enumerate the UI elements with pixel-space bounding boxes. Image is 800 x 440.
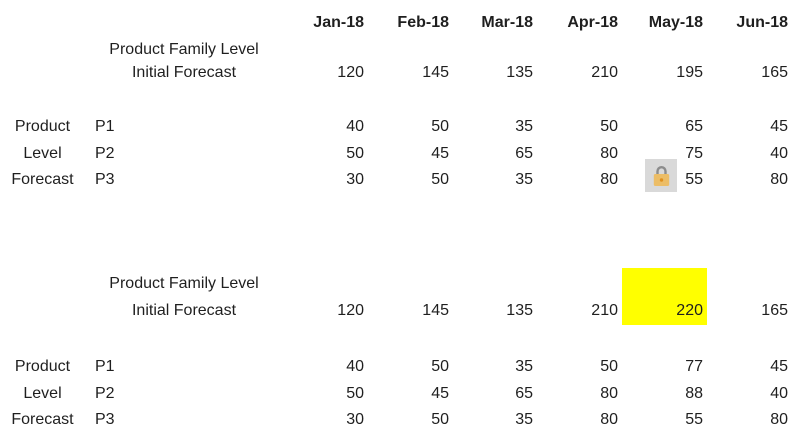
table-row: Forecast P3 30 50 35 80 55 80 — [0, 166, 800, 193]
forecast-cell[interactable]: 65 — [515, 384, 533, 402]
forecast-cell[interactable]: 65 — [685, 117, 703, 135]
forecast-cell[interactable]: 35 — [515, 117, 533, 135]
forecast-cell[interactable]: 165 — [761, 63, 788, 81]
product-label: P2 — [95, 144, 115, 162]
group-label: Product — [14, 117, 71, 135]
forecast-cell[interactable]: 75 — [685, 144, 703, 162]
month-header: Jun-18 — [736, 13, 788, 31]
forecast-cell[interactable]: 50 — [346, 144, 364, 162]
forecast-cell[interactable]: 30 — [346, 170, 364, 188]
product-label: P3 — [95, 410, 115, 428]
forecast-cell-highlighted[interactable]: 220 — [676, 301, 703, 319]
forecast-cell[interactable]: 80 — [770, 170, 788, 188]
product-label: P2 — [95, 384, 115, 402]
forecast-cell[interactable]: 45 — [431, 144, 449, 162]
group-label: Level — [23, 144, 62, 162]
forecast-cell[interactable]: 88 — [685, 384, 703, 402]
forecast-cell[interactable]: 77 — [685, 357, 703, 375]
lock-icon[interactable] — [645, 159, 677, 192]
group-label: Level — [23, 384, 62, 402]
forecast-cell[interactable]: 80 — [600, 410, 618, 428]
group-label: Forecast — [11, 170, 74, 188]
table-row: Product Family Level — [0, 36, 800, 63]
forecast-cell[interactable]: 80 — [600, 144, 618, 162]
month-header: Feb-18 — [397, 13, 449, 31]
forecast-cell[interactable]: 40 — [346, 117, 364, 135]
table-row: Product P1 40 50 35 50 65 45 — [0, 113, 800, 140]
forecast-cell[interactable]: 55 — [685, 170, 703, 188]
forecast-cell[interactable]: 50 — [431, 117, 449, 135]
forecast-cell[interactable]: 135 — [506, 63, 533, 81]
forecast-cell[interactable]: 35 — [515, 410, 533, 428]
month-header: Apr-18 — [567, 13, 618, 31]
month-header: Jan-18 — [313, 13, 364, 31]
forecast-cell[interactable]: 135 — [506, 301, 533, 319]
month-header: Mar-18 — [481, 13, 533, 31]
forecast-cell[interactable]: 45 — [770, 117, 788, 135]
forecast-cell[interactable]: 80 — [600, 384, 618, 402]
table-row: Product Family Level — [0, 270, 800, 297]
forecast-cell[interactable]: 45 — [431, 384, 449, 402]
forecast-cell[interactable]: 30 — [346, 410, 364, 428]
forecast-cell[interactable]: 50 — [431, 170, 449, 188]
forecast-cell[interactable]: 210 — [591, 63, 618, 81]
product-label: P1 — [95, 357, 115, 375]
month-header-row: Jan-18 Feb-18 Mar-18 Apr-18 May-18 Jun-1… — [0, 9, 800, 36]
forecast-cell[interactable]: 40 — [770, 384, 788, 402]
forecast-cell[interactable]: 80 — [770, 410, 788, 428]
forecast-cell[interactable]: 210 — [591, 301, 618, 319]
initial-forecast-label: Initial Forecast — [131, 301, 237, 319]
forecast-cell[interactable]: 40 — [346, 357, 364, 375]
forecast-cell[interactable]: 45 — [770, 357, 788, 375]
table-row: Forecast P3 30 50 35 80 55 80 — [0, 406, 800, 433]
forecast-cell[interactable]: 120 — [337, 301, 364, 319]
forecast-cell[interactable]: 50 — [600, 357, 618, 375]
family-level-label: Product Family Level — [109, 40, 259, 58]
forecast-cell[interactable]: 50 — [346, 384, 364, 402]
month-header: May-18 — [648, 13, 703, 31]
table-row: Initial Forecast 120 145 135 210 220 165 — [0, 297, 800, 324]
product-label: P3 — [95, 170, 115, 188]
forecast-cell[interactable]: 145 — [422, 301, 449, 319]
table-row: Product P1 40 50 35 50 77 45 — [0, 353, 800, 380]
forecast-cell[interactable]: 195 — [676, 63, 703, 81]
forecast-cell[interactable]: 35 — [515, 357, 533, 375]
forecast-cell[interactable]: 80 — [600, 170, 618, 188]
table-row: Level P2 50 45 65 80 75 40 — [0, 140, 800, 167]
group-label: Forecast — [11, 410, 74, 428]
forecast-cell[interactable]: 50 — [431, 410, 449, 428]
forecast-cell[interactable]: 50 — [431, 357, 449, 375]
product-label: P1 — [95, 117, 115, 135]
table-row: Initial Forecast 120 145 135 210 195 165 — [0, 59, 800, 86]
highlighted-cell-yellow[interactable] — [622, 268, 707, 325]
forecast-cell[interactable]: 120 — [337, 63, 364, 81]
lock-keyhole — [659, 177, 663, 182]
forecast-cell[interactable]: 145 — [422, 63, 449, 81]
forecast-cell[interactable]: 50 — [600, 117, 618, 135]
family-level-label: Product Family Level — [109, 274, 259, 292]
forecast-cell[interactable]: 165 — [761, 301, 788, 319]
forecast-cell[interactable]: 35 — [515, 170, 533, 188]
initial-forecast-label: Initial Forecast — [131, 63, 237, 81]
lock-shackle — [655, 165, 667, 175]
table-row: Level P2 50 45 65 80 88 40 — [0, 380, 800, 407]
forecast-cell[interactable]: 65 — [515, 144, 533, 162]
forecast-cell[interactable]: 40 — [770, 144, 788, 162]
forecast-cell[interactable]: 55 — [685, 410, 703, 428]
group-label: Product — [14, 357, 71, 375]
